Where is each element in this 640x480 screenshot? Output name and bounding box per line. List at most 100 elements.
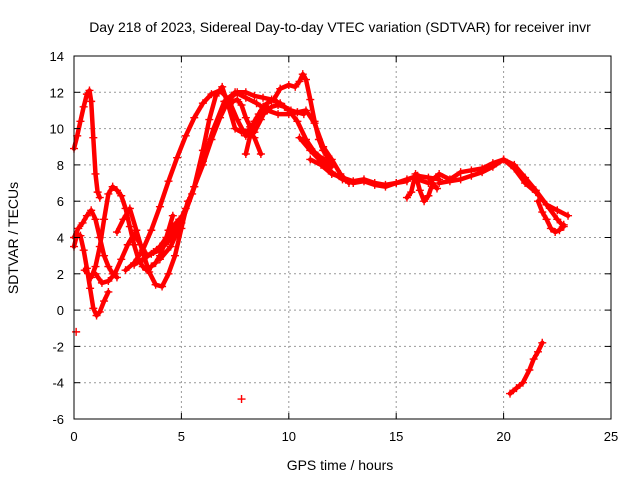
data-point	[97, 278, 106, 287]
x-tick-label: 20	[496, 429, 510, 444]
data-point	[314, 135, 323, 144]
data-point	[112, 186, 121, 195]
data-point	[420, 197, 429, 206]
data-point	[542, 215, 551, 224]
data-point	[533, 197, 542, 206]
data-point	[155, 202, 164, 211]
data-point	[259, 102, 268, 111]
data-point	[435, 169, 444, 178]
x-tick-label: 5	[178, 429, 185, 444]
data-point	[250, 119, 259, 128]
data-point	[151, 280, 160, 289]
data-point	[295, 133, 304, 142]
y-tick-label: 4	[57, 231, 64, 246]
y-tick-label: 6	[57, 194, 64, 209]
data-point	[231, 124, 240, 133]
data-point	[130, 260, 139, 269]
data-point	[445, 177, 454, 186]
data-point	[402, 175, 411, 184]
x-tick-label: 25	[604, 429, 618, 444]
data-point	[370, 179, 379, 188]
data-point	[291, 82, 300, 91]
data-point	[164, 177, 173, 186]
data-point	[228, 97, 237, 106]
data-point	[478, 168, 487, 177]
series-pass-18	[533, 197, 568, 237]
data-point	[95, 307, 104, 316]
data-point	[86, 284, 95, 293]
data-point	[467, 171, 476, 180]
data-point	[510, 160, 519, 169]
y-tick-label: -4	[52, 376, 64, 391]
data-point	[138, 255, 147, 264]
data-point	[177, 218, 186, 227]
data-point	[564, 211, 573, 220]
data-point	[424, 179, 433, 188]
data-point	[276, 84, 285, 93]
data-point	[78, 218, 87, 227]
axis-ticks	[73, 55, 612, 420]
data-point	[237, 128, 246, 137]
x-axis-label: GPS time / hours	[287, 457, 394, 473]
data-point	[117, 191, 126, 200]
data-point	[188, 189, 197, 198]
data-point	[241, 150, 250, 159]
data-point	[407, 188, 416, 197]
data-point	[538, 338, 547, 347]
data-point	[218, 82, 227, 91]
data-point	[286, 106, 295, 115]
data-point	[87, 97, 96, 106]
data-point	[91, 269, 100, 278]
data-point	[95, 193, 104, 202]
data-point	[518, 378, 527, 387]
data-point	[306, 95, 315, 104]
data-point	[435, 179, 444, 188]
data-point	[254, 113, 263, 122]
data-point	[151, 258, 160, 267]
data-point	[246, 131, 255, 140]
data-point	[310, 117, 319, 126]
data-point	[104, 189, 113, 198]
y-tick-label: -2	[52, 339, 64, 354]
data-point	[93, 188, 102, 197]
data-point	[82, 211, 91, 220]
data-point	[125, 222, 134, 231]
data-point	[104, 287, 113, 296]
data-point	[198, 99, 207, 108]
data-point	[256, 150, 265, 159]
data-point	[190, 113, 199, 122]
data-point	[164, 269, 173, 278]
data-point	[488, 162, 497, 171]
data-point	[269, 95, 278, 104]
series-pass-17	[435, 155, 573, 220]
data-point	[317, 160, 326, 169]
data-point	[280, 102, 289, 111]
data-point	[415, 186, 424, 195]
data-point	[123, 240, 132, 249]
data-point	[306, 146, 315, 155]
series-pass-15	[402, 169, 442, 206]
y-tick-label: -6	[52, 412, 64, 427]
data-point	[79, 246, 88, 255]
data-point	[381, 180, 390, 189]
series-pass-12	[224, 95, 308, 131]
data-point	[91, 169, 100, 178]
data-point	[209, 124, 218, 133]
data-point	[112, 228, 121, 237]
data-point	[433, 184, 442, 193]
data-point	[155, 255, 164, 264]
data-point	[91, 262, 100, 271]
data-point	[110, 269, 119, 278]
y-axis-label: SDTVAR / TECUs	[5, 182, 21, 294]
data-point	[306, 155, 315, 164]
data-point	[267, 102, 276, 111]
data-point	[531, 186, 540, 195]
data-point	[100, 297, 109, 306]
data-point	[274, 110, 283, 119]
data-point	[79, 102, 88, 111]
data-point	[95, 242, 104, 251]
data-point	[231, 88, 240, 97]
data-point	[147, 249, 156, 258]
data-point	[250, 91, 259, 100]
